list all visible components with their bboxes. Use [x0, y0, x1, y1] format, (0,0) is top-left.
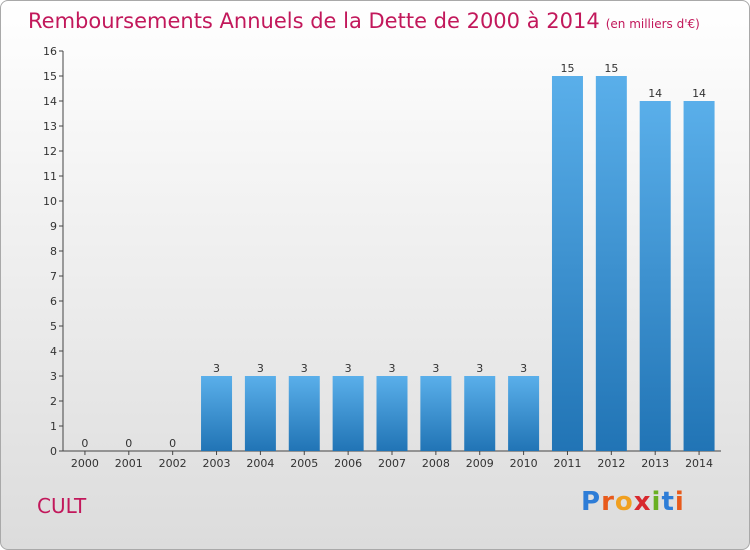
value-label-2008: 3 — [432, 362, 439, 375]
value-label-2003: 3 — [213, 362, 220, 375]
y-tick-label: 1 — [50, 420, 57, 433]
x-tick-label-2002: 2002 — [159, 457, 187, 470]
y-tick-label: 4 — [50, 345, 57, 358]
value-label-2000: 0 — [81, 437, 88, 450]
bar-2010 — [508, 376, 540, 451]
y-tick-label: 11 — [43, 170, 57, 183]
x-tick-label-2006: 2006 — [334, 457, 362, 470]
x-tick-label-2013: 2013 — [641, 457, 669, 470]
value-label-2014: 14 — [692, 87, 706, 100]
bar-2003 — [201, 376, 233, 451]
bar-2009 — [464, 376, 496, 451]
y-tick-label: 16 — [43, 45, 57, 58]
y-tick-label: 10 — [43, 195, 57, 208]
value-label-2005: 3 — [301, 362, 308, 375]
bar-2005 — [288, 376, 320, 451]
y-tick-label: 15 — [43, 70, 57, 83]
y-tick-label: 7 — [50, 270, 57, 283]
bar-2014 — [683, 101, 715, 451]
x-tick-label-2005: 2005 — [290, 457, 318, 470]
y-tick-label: 12 — [43, 145, 57, 158]
y-tick-label: 3 — [50, 370, 57, 383]
x-tick-label-2010: 2010 — [510, 457, 538, 470]
x-tick-label-2007: 2007 — [378, 457, 406, 470]
x-tick-label-2014: 2014 — [685, 457, 713, 470]
x-tick-label-2012: 2012 — [597, 457, 625, 470]
bar-2008 — [420, 376, 452, 451]
y-tick-label: 0 — [50, 445, 57, 458]
value-label-2013: 14 — [648, 87, 662, 100]
x-tick-label-2008: 2008 — [422, 457, 450, 470]
value-label-2006: 3 — [345, 362, 352, 375]
y-tick-label: 13 — [43, 120, 57, 133]
value-label-2001: 0 — [125, 437, 132, 450]
bar-2013 — [639, 101, 671, 451]
x-tick-label-2003: 2003 — [203, 457, 231, 470]
y-tick-label: 9 — [50, 220, 57, 233]
chart-bars: 0 0 0 3 3 3 3 3 3 3 3 15 15 14 14 — [81, 62, 715, 451]
y-tick-label: 8 — [50, 245, 57, 258]
value-label-2011: 15 — [560, 62, 574, 75]
value-label-2007: 3 — [389, 362, 396, 375]
y-tick-label: 5 — [50, 320, 57, 333]
chart-title-text: Remboursements Annuels de la Dette de 20… — [28, 9, 600, 33]
value-label-2004: 3 — [257, 362, 264, 375]
value-label-2009: 3 — [476, 362, 483, 375]
bar-2004 — [244, 376, 276, 451]
value-label-2012: 15 — [604, 62, 618, 75]
x-tick-label-2000: 2000 — [71, 457, 99, 470]
value-label-2010: 3 — [520, 362, 527, 375]
y-tick-label: 6 — [50, 295, 57, 308]
x-tick-label-2011: 2011 — [553, 457, 581, 470]
bar-2012 — [595, 76, 627, 451]
commune-name: CULT — [37, 494, 87, 518]
chart-subtitle: (en milliers d'€) — [605, 17, 700, 31]
y-tick-label: 2 — [50, 395, 57, 408]
proxiti-logo: Proxiti — [581, 487, 685, 517]
x-tick-label-2009: 2009 — [466, 457, 494, 470]
value-label-2002: 0 — [169, 437, 176, 450]
bar-2011 — [551, 76, 583, 451]
bar-2006 — [332, 376, 364, 451]
x-tick-label-2004: 2004 — [246, 457, 274, 470]
bar-2007 — [376, 376, 408, 451]
chart-title: Remboursements Annuels de la Dette de 20… — [28, 9, 700, 33]
y-tick-label: 14 — [43, 95, 57, 108]
x-tick-label-2001: 2001 — [115, 457, 143, 470]
